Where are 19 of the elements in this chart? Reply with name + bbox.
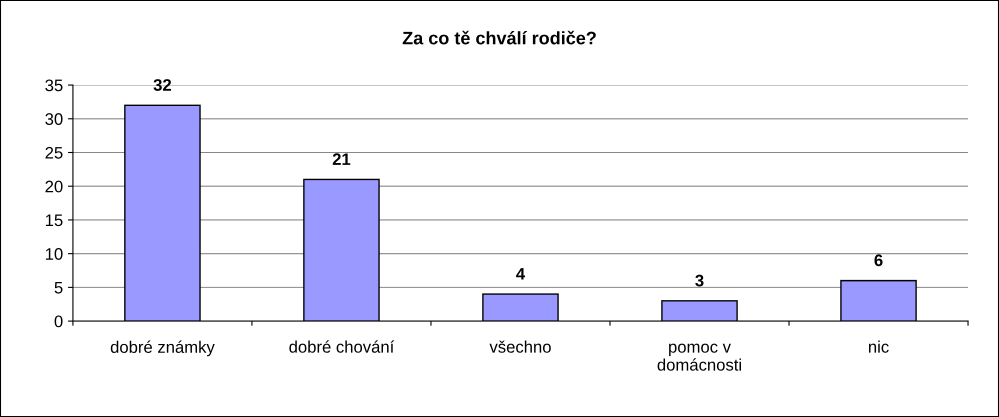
y-tick-label: 25 <box>46 146 63 159</box>
data-label: 4 <box>516 268 526 280</box>
y-tick-label: 0 <box>54 315 63 328</box>
data-label: 6 <box>874 254 883 266</box>
chart-title: Za co tě chválí rodiče? <box>402 30 596 44</box>
x-tick-label: nic <box>868 340 889 353</box>
data-label: 32 <box>154 79 172 91</box>
x-tick-label: všechno <box>490 340 551 353</box>
y-tick-label: 5 <box>54 282 63 294</box>
data-label: 3 <box>695 274 704 286</box>
x-tick-label: pomoc v domácnosti <box>658 344 741 371</box>
y-tick-label: 35 <box>45 79 63 92</box>
x-tick-label: dobré chování <box>289 340 394 353</box>
x-tick-label: dobré známky <box>110 340 215 356</box>
y-tick-label: 15 <box>46 214 63 226</box>
y-tick-label: 10 <box>46 248 63 260</box>
y-tick-label: 30 <box>45 113 63 125</box>
data-label: 21 <box>332 153 350 165</box>
y-tick-label: 20 <box>46 180 63 192</box>
